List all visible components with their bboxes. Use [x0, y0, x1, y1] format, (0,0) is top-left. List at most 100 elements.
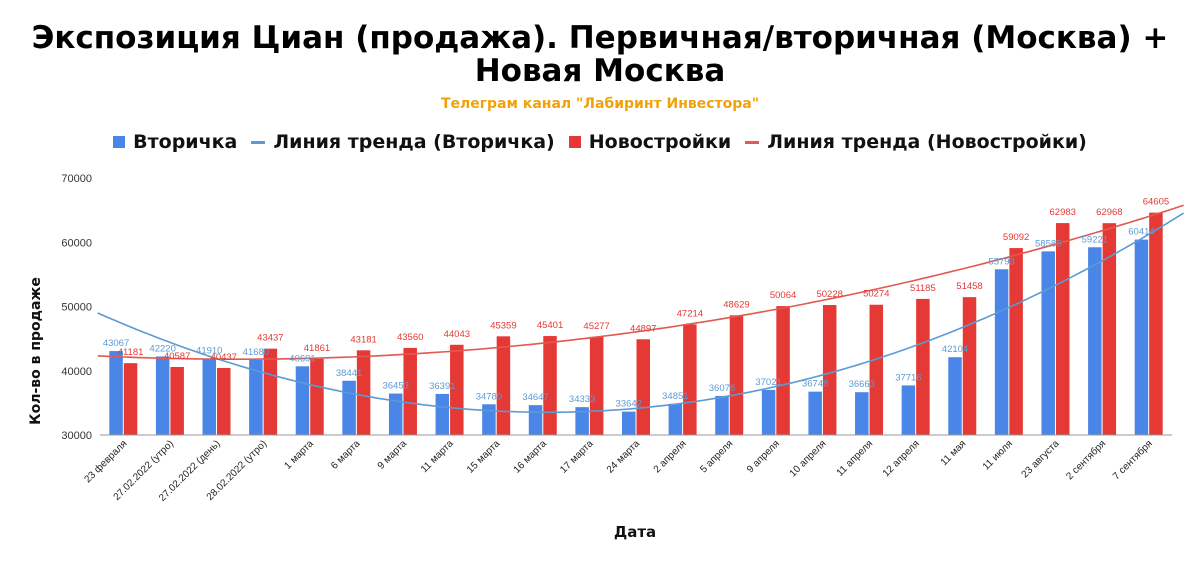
chart-title-line-1: Экспозиция Циан (продажа). Первичная/вто…	[31, 20, 1169, 56]
legend-swatch-secondary	[113, 136, 126, 148]
data-label-new: 50274	[863, 289, 889, 300]
bar-secondary	[249, 359, 263, 435]
bar-secondary	[435, 393, 450, 435]
data-label-secondary: 43067	[103, 338, 129, 349]
bar-secondary	[482, 404, 496, 435]
x-tick-label: 9 апреля	[745, 438, 782, 475]
data-label-secondary: 36391	[429, 381, 455, 392]
x-tick-label: 23 февраля	[82, 438, 130, 486]
legend-label-new-trend: Линия тренда (Новостройки)	[767, 131, 1087, 153]
bar-new	[263, 348, 278, 435]
data-label-secondary: 40691	[289, 353, 315, 364]
data-label-secondary: 41910	[196, 345, 222, 356]
legend-swatch-new	[568, 136, 581, 148]
chart-subtitle: Телеграм канал "Лабиринт Инвестора"	[440, 96, 760, 112]
y-tick-label: 50000	[61, 302, 92, 314]
bars	[109, 212, 1163, 435]
bar-new	[962, 297, 977, 435]
data-label-secondary: 34333	[569, 394, 595, 405]
x-tick-label: 9 марта	[376, 438, 410, 472]
y-tick-label: 60000	[61, 237, 92, 249]
data-label-secondary: 42220	[149, 343, 175, 354]
data-label-new: 51458	[956, 281, 982, 292]
x-tick-label: 5 апреля	[698, 438, 735, 475]
data-label-new: 45401	[537, 320, 563, 331]
y-tick-label: 40000	[61, 366, 92, 378]
bar-secondary	[1088, 247, 1102, 435]
chart-legend: Вторичка Линия тренда (Вторичка) Новостр…	[0, 131, 1200, 153]
trend-line-secondary	[97, 212, 1185, 414]
x-tick-label: 17 марта	[558, 438, 596, 476]
data-label-new: 43560	[397, 332, 423, 343]
x-tick-label: 12 апреля	[881, 438, 922, 479]
data-label-new: 50064	[770, 290, 796, 301]
x-tick-label: 11 марта	[419, 438, 456, 475]
bar-secondary	[1041, 251, 1055, 435]
data-label-new: 59092	[1003, 232, 1029, 243]
legend-label-new: Новостройки	[588, 131, 732, 153]
data-label-secondary: 36078	[709, 383, 735, 394]
legend-swatch-secondary-trend	[251, 140, 266, 144]
data-label-new: 48629	[723, 299, 749, 310]
x-tick-label: 10 апреля	[788, 438, 829, 479]
data-label-new: 44897	[630, 323, 656, 334]
bar-secondary	[1134, 239, 1149, 435]
bar-new	[450, 344, 464, 435]
bar-secondary	[622, 411, 636, 435]
bar-secondary	[808, 391, 822, 435]
data-label-secondary: 34647	[522, 392, 548, 403]
bar-secondary	[901, 385, 916, 435]
bar-new	[729, 315, 744, 435]
bar-new	[869, 304, 884, 435]
bar-new	[496, 336, 511, 435]
x-tick-label: 23 августа	[1020, 438, 1062, 480]
bar-new	[916, 298, 930, 435]
chart-title: Экспозиция Циан (продажа). Первичная/вто…	[0, 22, 1200, 88]
bar-secondary	[528, 405, 543, 435]
bar-new	[636, 339, 650, 435]
data-label-new: 41861	[304, 343, 330, 354]
data-label-new: 62983	[1050, 207, 1076, 218]
legend-swatch-new-trend	[745, 140, 760, 144]
bar-new	[683, 324, 697, 435]
x-tick-label: 2 сентября	[1064, 438, 1109, 483]
chart-title-line-2: Новая Москва	[474, 53, 726, 89]
bar-secondary	[855, 392, 869, 435]
data-label-secondary: 36453	[382, 381, 408, 392]
x-tick-label: 6 марта	[329, 438, 363, 472]
bar-new	[589, 336, 604, 435]
y-tick-label: 70000	[61, 173, 92, 185]
bar-new	[403, 347, 417, 435]
bar-new	[170, 366, 184, 435]
bar-new	[356, 350, 371, 435]
bar-secondary	[295, 366, 310, 435]
bar-new	[123, 363, 138, 435]
bar-new	[822, 305, 837, 435]
data-label-new: 40437	[211, 352, 237, 363]
x-tick-label: 7 сентября	[1110, 438, 1155, 483]
x-tick-label: 1 марта	[283, 438, 317, 472]
bar-secondary	[668, 403, 683, 435]
data-label-new: 40587	[164, 351, 190, 362]
y-axis: 30000 40000 50000 60000 70000	[61, 173, 92, 442]
x-tick-label: 16 марта	[512, 438, 550, 476]
bar-secondary	[761, 389, 776, 435]
bar-new	[1055, 223, 1070, 435]
data-label-new: 51185	[910, 283, 936, 294]
x-tick-label: 11 июля	[981, 438, 1015, 472]
data-label-secondary: 38441	[336, 368, 362, 379]
data-label-secondary: 36663	[849, 379, 875, 390]
x-tick-label: 11 апреля	[835, 438, 875, 478]
data-label-secondary: 58585	[1035, 238, 1061, 249]
legend-item-new-trend: Линия тренда (Новостройки)	[745, 131, 1087, 153]
bar-secondary	[575, 407, 589, 435]
data-label-secondary: 42104	[942, 344, 968, 355]
data-label-new: 44043	[444, 329, 470, 340]
y-tick-label: 30000	[61, 430, 92, 442]
bar-new	[1009, 248, 1023, 435]
trend-line-new	[97, 204, 1184, 360]
bar-secondary	[155, 356, 170, 435]
